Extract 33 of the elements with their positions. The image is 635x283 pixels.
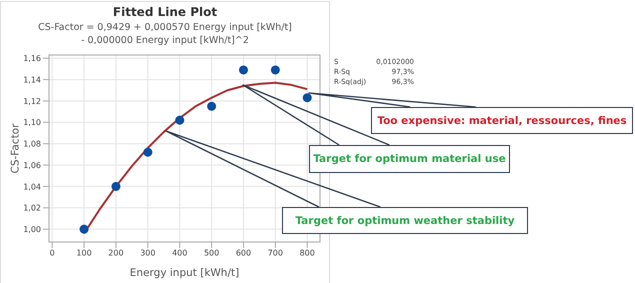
x-tick-label: 800 (300, 248, 315, 258)
x-tick-label: 100 (76, 248, 92, 258)
point (238, 65, 248, 74)
x-axis-title: Energy input [kWh/t] (130, 267, 240, 279)
y-axis-title: CS-Factor (10, 122, 22, 174)
y-tick-label: 1,02 (23, 204, 41, 213)
annotation: Target for optimum weather stability (282, 207, 528, 234)
y-tick-label: 1,16 (23, 54, 41, 64)
y-tick-label: 1,00 (23, 225, 41, 234)
point (175, 116, 184, 125)
annotation: Target for optimum material use (309, 145, 510, 173)
y-tick-label: 1,12 (23, 96, 41, 106)
x-tick-label: 200 (108, 248, 124, 258)
point (207, 102, 216, 111)
y-tick-label: 1,10 (23, 118, 41, 128)
x-tick-label: 600 (236, 248, 252, 258)
y-tick-label: 1,04 (23, 182, 41, 192)
y-tick-label: 1,14 (23, 75, 41, 84)
point (111, 182, 120, 191)
y-tick-label: 1,08 (23, 140, 41, 149)
point (302, 93, 312, 102)
chart-title: Fitted Line Plot (112, 5, 218, 19)
x-tick-label: 500 (204, 248, 220, 258)
text: Too expensive: material, ressources, fines (371, 107, 633, 134)
point (270, 65, 280, 74)
y-tick-label: 1,06 (23, 160, 41, 170)
x-tick-label: 300 (140, 248, 156, 258)
x-tick-label: 0 (50, 248, 55, 258)
x-tick-label: 700 (268, 248, 284, 258)
point (80, 224, 89, 234)
x-tick-label: 400 (172, 248, 188, 258)
chart-subtitle: CS-Factor = 0,9429 + 0,000570 Energy input [kWh/t] - 0,000000 Energy input [kWh/t]^2 (37, 22, 293, 46)
point (143, 148, 152, 157)
